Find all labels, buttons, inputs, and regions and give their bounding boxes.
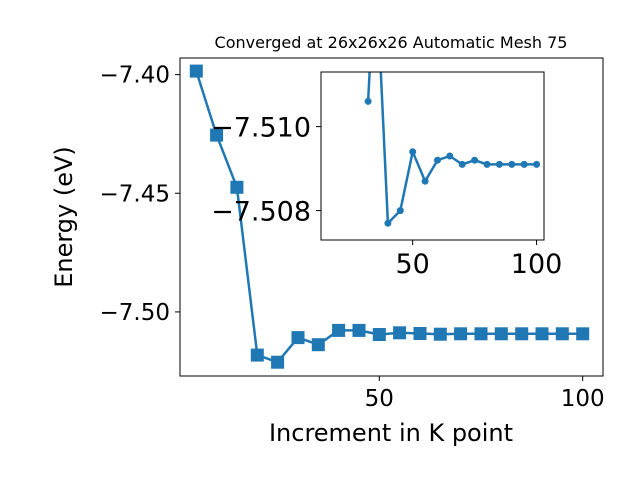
inset-x-tick-label: 50 (395, 249, 429, 280)
main-data-point (210, 128, 224, 142)
inset-x-tick-label: 100 (511, 249, 563, 280)
inset-plot: 50 100 −7.510 −7.508 (211, 71, 562, 280)
inset-data-point (483, 160, 491, 168)
inset-y-ticks: −7.510 −7.508 (211, 113, 321, 228)
main-data-point (250, 348, 264, 362)
y-axis-label: Energy (eV) (50, 146, 78, 288)
main-plot: Converged at 26x26x26 Automatic Mesh 75 … (50, 33, 605, 447)
main-data-point (555, 327, 569, 341)
main-data-point (372, 328, 386, 341)
main-y-tick-label: −7.45 (100, 181, 170, 207)
inset-data-point (520, 160, 528, 168)
main-data-point (311, 338, 325, 352)
main-axes-frame (179, 57, 604, 377)
main-data-point (576, 327, 590, 341)
inset-data-point (434, 156, 441, 164)
inset-data-point (446, 152, 454, 160)
main-data-point (454, 327, 468, 341)
main-series (189, 64, 590, 369)
inset-background (321, 72, 544, 240)
inset-x-ticks: 50 100 (395, 240, 562, 280)
inset-axes-frame (320, 71, 545, 241)
inset-data-point (364, 97, 372, 105)
main-x-tick-label: 50 (365, 386, 394, 412)
main-data-point (291, 331, 305, 345)
main-y-tick-label: −7.40 (100, 63, 170, 89)
inset-data-point (384, 219, 392, 227)
main-data-point (352, 323, 366, 337)
main-data-point (494, 327, 508, 341)
x-axis-label: Increment in K point (269, 419, 513, 447)
main-data-point (433, 327, 447, 341)
inset-data-point (396, 207, 404, 215)
main-data-point (413, 327, 427, 340)
inset-y-tick-label: −7.508 (211, 197, 311, 228)
inset-data-point (471, 156, 479, 164)
main-data-point (393, 326, 407, 340)
main-data-point (189, 64, 203, 78)
main-data-point (474, 327, 488, 341)
main-data-point (535, 327, 549, 341)
main-data-point (230, 180, 244, 194)
inset-y-tick-label: −7.510 (211, 113, 311, 144)
inset-data-point (421, 177, 429, 185)
inset-data-point (533, 160, 541, 168)
inset-data-point (508, 160, 516, 168)
main-x-ticks: 50 100 (365, 376, 605, 412)
inset-series (364, 72, 541, 227)
inset-data-point (458, 160, 466, 168)
main-data-point (271, 355, 285, 369)
main-y-ticks: −7.40 −7.45 −7.50 (100, 63, 180, 326)
main-data-point (332, 323, 346, 337)
main-x-tick-label: 100 (561, 386, 605, 412)
inset-data-point (409, 148, 417, 156)
inset-data-point (495, 160, 503, 168)
chart-title: Converged at 26x26x26 Automatic Mesh 75 (215, 33, 568, 52)
main-data-point (515, 327, 529, 341)
main-y-tick-label: −7.50 (100, 300, 170, 326)
